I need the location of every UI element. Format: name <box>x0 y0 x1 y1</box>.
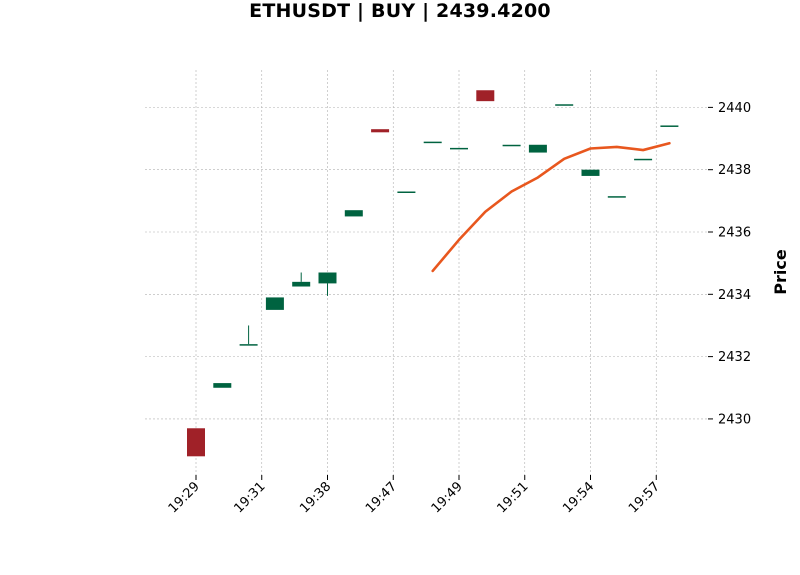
candle-body <box>581 169 600 176</box>
x-tick-label: 19:54 <box>560 479 597 516</box>
x-tick-label: 19:57 <box>626 479 663 516</box>
candle-down <box>476 90 495 102</box>
x-tick-label: 19:31 <box>231 479 268 516</box>
candle-down <box>371 129 390 133</box>
y-tick-label: 2438 <box>718 163 751 178</box>
candle-body <box>607 196 626 198</box>
y-tick-label: 2430 <box>718 412 751 427</box>
candle-body <box>660 125 679 127</box>
y-tick-label: 2436 <box>718 226 751 241</box>
candle-up <box>213 383 232 388</box>
candle-body <box>397 191 416 193</box>
candle-up <box>634 158 653 161</box>
candle-body <box>213 383 232 388</box>
candle-body <box>450 147 468 150</box>
candle-body <box>528 144 547 153</box>
candle-body <box>634 158 653 161</box>
x-tick-label: 19:47 <box>363 479 400 516</box>
x-tick-label: 19:51 <box>494 479 531 516</box>
y-axis: 2430 2432 2434 2436 2438 2440 <box>708 101 751 427</box>
x-axis: 19:29 19:31 19:38 19:47 19:49 19:51 19:54 19:57 <box>166 475 663 516</box>
candle-up <box>265 297 284 310</box>
y-axis-label: Price <box>771 249 790 295</box>
y-tick-label: 2434 <box>718 288 751 303</box>
x-tick-label: 19:49 <box>429 479 466 516</box>
candle-up <box>344 210 363 217</box>
candle-body <box>292 281 311 287</box>
ma-layer <box>431 141 671 273</box>
candle-body <box>371 129 390 133</box>
candle-up <box>502 144 521 147</box>
x-tick-label: 19:38 <box>297 479 334 516</box>
x-tick-label: 19:29 <box>166 479 203 516</box>
candle-body <box>555 104 574 106</box>
candle-body <box>265 297 284 310</box>
chart-title: ETHUSDT | BUY | 2439.4200 <box>249 0 551 22</box>
grid-layer <box>145 70 708 475</box>
candle-down <box>187 428 205 457</box>
candle-up <box>318 272 337 296</box>
candle-body <box>423 141 442 144</box>
y-tick-label: 2440 <box>718 101 751 116</box>
candle-body <box>187 428 205 457</box>
candle-up <box>607 196 626 198</box>
candle-body <box>344 210 363 217</box>
candle-up <box>581 169 600 176</box>
moving-average-line <box>431 141 671 273</box>
candle-up <box>528 144 547 153</box>
candle-body <box>502 144 521 147</box>
candle-up <box>555 104 574 106</box>
candle-up <box>292 272 311 287</box>
candle-body <box>239 344 258 346</box>
candle-body <box>318 272 337 284</box>
candle-up <box>239 325 258 346</box>
candle-up <box>423 141 442 144</box>
candle-up <box>397 191 416 193</box>
candle-up <box>450 147 468 150</box>
y-tick-label: 2432 <box>718 350 751 365</box>
candle-up <box>660 125 679 127</box>
candle-layer <box>187 90 679 457</box>
candle-body <box>476 90 495 102</box>
